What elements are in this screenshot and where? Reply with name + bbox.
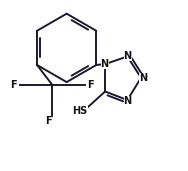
Text: F: F — [10, 80, 17, 90]
Text: F: F — [87, 80, 94, 90]
Text: N: N — [101, 59, 109, 69]
Text: N: N — [124, 96, 132, 106]
Text: F: F — [45, 116, 52, 126]
Text: HS: HS — [72, 107, 88, 116]
Text: N: N — [139, 73, 147, 83]
Text: N: N — [124, 51, 132, 61]
